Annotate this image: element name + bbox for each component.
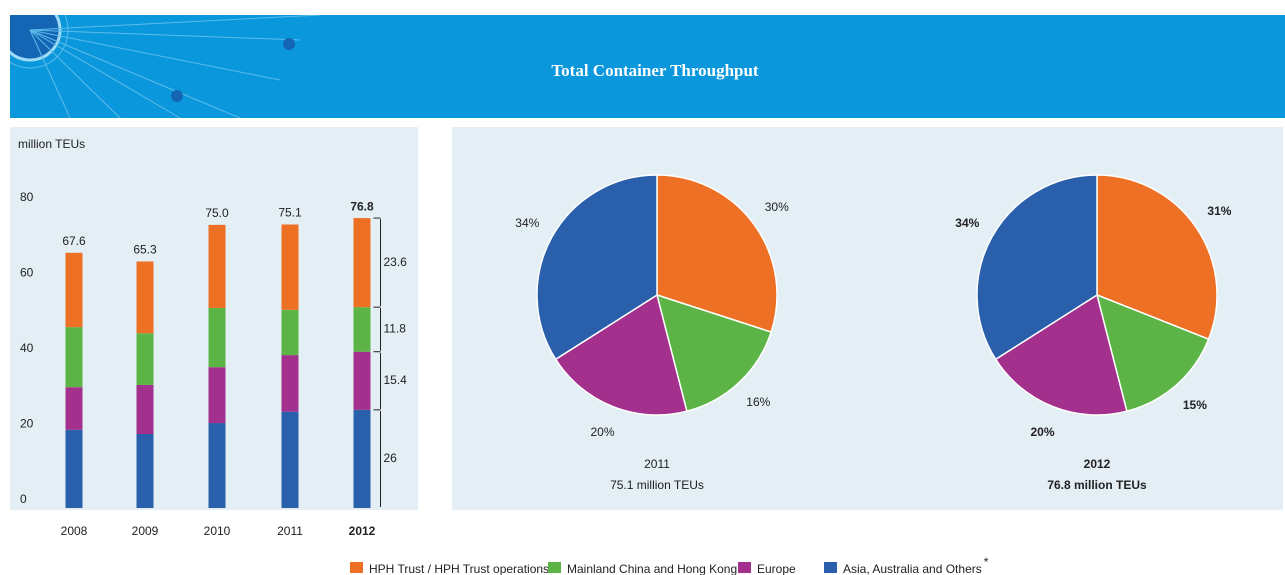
pie-title: 2012 xyxy=(1084,457,1111,471)
legend-swatch xyxy=(350,562,363,573)
bar-segment xyxy=(353,409,371,508)
bar-segment xyxy=(353,307,371,352)
y-tick-label: 40 xyxy=(20,341,34,355)
bar-segment xyxy=(208,307,226,368)
bar-segment xyxy=(65,429,83,508)
chart-title: Total Container Throughput xyxy=(551,61,759,80)
segment-label: 15.4 xyxy=(384,373,408,387)
pie-subtitle: 75.1 million TEUs xyxy=(610,478,704,492)
bar-segment xyxy=(208,224,226,308)
legend-label: Mainland China and Hong Kong xyxy=(567,562,737,575)
pie-subtitle: 76.8 million TEUs xyxy=(1047,478,1147,492)
x-tick-label: 2011 xyxy=(277,524,303,538)
pie-slice xyxy=(656,174,778,334)
pie-label: 15% xyxy=(1183,398,1207,412)
pie-slice xyxy=(536,174,658,361)
bar-segment xyxy=(281,411,299,508)
bar-segment xyxy=(281,224,299,310)
pie-slice xyxy=(994,293,1128,416)
banner xyxy=(10,15,1285,118)
footnote-marker: * xyxy=(984,555,989,569)
pie-label: 20% xyxy=(1031,425,1055,439)
segment-label: 26 xyxy=(384,451,398,465)
y-tick-label: 60 xyxy=(20,266,34,280)
bar-segment xyxy=(353,218,371,308)
legend-swatch xyxy=(548,562,561,573)
legend-label: HPH Trust / HPH Trust operations xyxy=(369,562,549,575)
x-tick-label: 2010 xyxy=(204,524,231,538)
bar-segment xyxy=(136,384,154,435)
pie-slice xyxy=(554,293,688,416)
segment-label: 11.8 xyxy=(384,322,407,336)
pie-label: 30% xyxy=(765,200,789,214)
total-label: 75.1 xyxy=(278,206,302,220)
x-tick-label: 2008 xyxy=(61,524,88,538)
bar-segment xyxy=(65,327,83,388)
bar-segment xyxy=(65,387,83,430)
bar-segment xyxy=(208,367,226,424)
bar-segment xyxy=(208,423,226,508)
pie-title: 2011 xyxy=(644,457,670,471)
x-tick-label: 2009 xyxy=(132,524,159,538)
total-label: 76.8 xyxy=(350,199,374,213)
legend-swatch xyxy=(738,562,751,573)
pie-label: 34% xyxy=(515,216,539,230)
bar-segment xyxy=(136,434,154,508)
total-label: 65.3 xyxy=(133,243,157,257)
y-axis-label: million TEUs xyxy=(18,137,85,151)
bar-segment xyxy=(281,355,299,412)
y-tick-label: 20 xyxy=(20,417,34,431)
pie-label: 16% xyxy=(746,395,770,409)
pie-slice xyxy=(1095,293,1210,413)
pie-label: 34% xyxy=(955,216,979,230)
x-tick-label: 2012 xyxy=(349,524,376,538)
bar-segment xyxy=(353,351,371,410)
segment-label: 23.6 xyxy=(384,255,408,269)
pie-slice xyxy=(655,293,773,413)
legend-swatch xyxy=(824,562,837,573)
y-tick-label: 0 xyxy=(20,492,27,506)
bar-segment xyxy=(65,252,83,328)
total-label: 75.0 xyxy=(205,206,229,220)
pie-slice xyxy=(976,174,1098,361)
pie-label: 20% xyxy=(591,425,615,439)
legend-label: Europe xyxy=(757,562,796,575)
total-label: 67.6 xyxy=(62,234,86,248)
bar-segment xyxy=(281,309,299,356)
banner-decoration xyxy=(10,15,321,118)
bar-segment xyxy=(136,333,154,385)
pie-label: 31% xyxy=(1207,204,1231,218)
legend-label: Asia, Australia and Others xyxy=(843,562,982,575)
bar-segment xyxy=(136,261,154,334)
y-tick-label: 80 xyxy=(20,190,34,204)
pie-slice xyxy=(1096,174,1218,341)
